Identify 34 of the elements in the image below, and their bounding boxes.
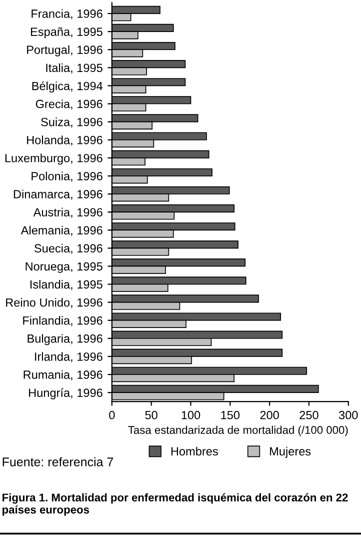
y-tick-label: España, 1995 [30, 27, 102, 38]
x-axis-title: Tasa estandarizada de mortalidad (/100 000) [128, 426, 348, 436]
y-tick-label: Luxemburgo, 1996 [5, 154, 102, 165]
y-tick-label: Holanda, 1996 [27, 136, 102, 146]
source-note: Fuente: referencia 7 [2, 457, 114, 466]
legend-label: Mujeres [270, 446, 311, 458]
x-tick-label: 300 [338, 410, 358, 420]
x-tick-label: 50 [145, 410, 158, 420]
y-tick-label: Suecia, 1996 [34, 244, 102, 254]
text: Figura 1. Mortalidad por enfermedad isquémica del corazón en 22 países europeos [2, 493, 348, 516]
x-tick-label: 200 [260, 410, 279, 420]
x-tick-label: 100 [182, 410, 200, 420]
y-tick-label: Rumania, 1996 [24, 370, 102, 380]
y-tick-label: Finlandia, 1996 [23, 316, 102, 326]
y-tick-label: Bulgaria, 1996 [28, 334, 102, 346]
y-tick-label: Noruega, 1995 [26, 262, 102, 273]
y-tick-label: Francia, 1996 [32, 9, 102, 20]
y-tick-label: Grecia, 1996 [36, 99, 102, 110]
y-tick-label: Irlanda, 1996 [35, 352, 102, 362]
y-tick-label: Islandia, 1995 [30, 280, 102, 290]
x-tick-label: 0 [109, 410, 115, 420]
y-tick-label: Portugal, 1996 [27, 45, 102, 56]
legend-label: Hombres [171, 446, 218, 456]
y-tick-label: Austria, 1996 [33, 208, 102, 218]
y-tick-label: Bélgica, 1994 [32, 81, 103, 93]
y-tick-label: Dinamarca, 1996 [14, 190, 102, 200]
x-tick-label: 150 [221, 410, 240, 420]
y-tick-label: Suiza, 1996 [41, 118, 102, 128]
y-tick-label: Polonia, 1996 [32, 172, 102, 182]
x-tick-label: 250 [300, 410, 318, 420]
y-tick-label: Alemania, 1996 [20, 226, 102, 236]
y-tick-label: Hungría, 1996 [29, 388, 102, 400]
y-tick-label: Reino Unido, 1996 [6, 298, 102, 308]
y-tick-label: Italia, 1995 [46, 63, 102, 74]
